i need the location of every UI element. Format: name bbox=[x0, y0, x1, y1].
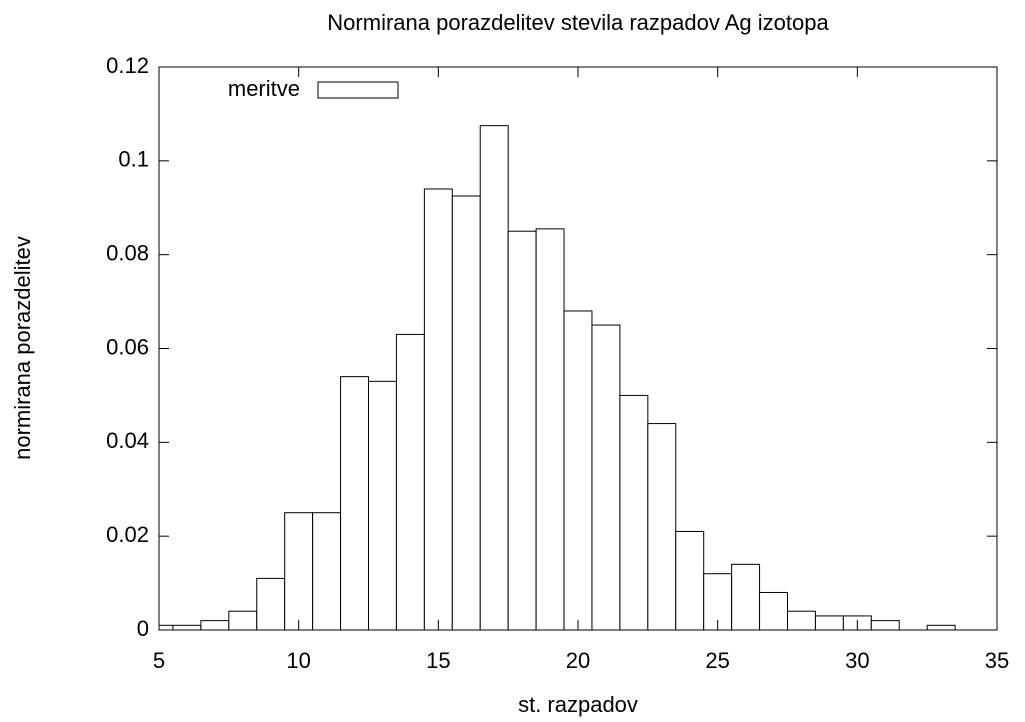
bar bbox=[535, 228, 565, 630]
x-axis-label: st. razpadov bbox=[518, 692, 638, 717]
y-tick-label: 0.12 bbox=[106, 53, 149, 78]
x-tick-label: 20 bbox=[566, 648, 590, 673]
x-tick-label: 35 bbox=[985, 648, 1009, 673]
bar bbox=[787, 610, 816, 630]
bar bbox=[172, 624, 202, 630]
bar bbox=[284, 512, 314, 630]
chart-title: Normirana porazdelitev stevila razpadov … bbox=[327, 10, 829, 35]
bar bbox=[926, 624, 956, 630]
x-tick-label: 5 bbox=[153, 648, 165, 673]
legend-label: meritve bbox=[228, 76, 300, 101]
bar bbox=[814, 615, 844, 630]
bar bbox=[312, 512, 342, 630]
y-tick-label: 0.02 bbox=[106, 522, 149, 547]
bar bbox=[563, 310, 593, 630]
bar bbox=[256, 577, 286, 630]
bar bbox=[395, 333, 425, 630]
bar bbox=[423, 188, 453, 630]
bars bbox=[159, 125, 956, 630]
bar bbox=[731, 563, 761, 630]
y-axis-label: normirana porazdelitev bbox=[10, 236, 35, 460]
bar bbox=[647, 423, 677, 630]
bar bbox=[368, 380, 397, 630]
bar bbox=[591, 324, 621, 630]
x-tick-label: 25 bbox=[705, 648, 729, 673]
legend-swatch bbox=[317, 81, 399, 99]
x-tick-label: 15 bbox=[426, 648, 450, 673]
y-tick-label: 0.06 bbox=[106, 334, 149, 359]
bar bbox=[675, 530, 705, 630]
bar bbox=[479, 125, 509, 630]
x-tick-label: 10 bbox=[286, 648, 310, 673]
bar bbox=[200, 620, 230, 630]
y-tick-label: 0.08 bbox=[106, 240, 149, 265]
x-tick-label: 30 bbox=[845, 648, 869, 673]
bar bbox=[451, 195, 481, 630]
y-tick-label: 0 bbox=[137, 616, 149, 641]
y-tick-label: 0.04 bbox=[106, 428, 149, 453]
bar bbox=[619, 394, 649, 630]
bar bbox=[507, 230, 537, 630]
bar bbox=[228, 610, 258, 630]
bar bbox=[340, 376, 370, 630]
y-tick-label: 0.1 bbox=[118, 147, 149, 172]
bar bbox=[759, 591, 788, 630]
bar bbox=[870, 620, 900, 630]
